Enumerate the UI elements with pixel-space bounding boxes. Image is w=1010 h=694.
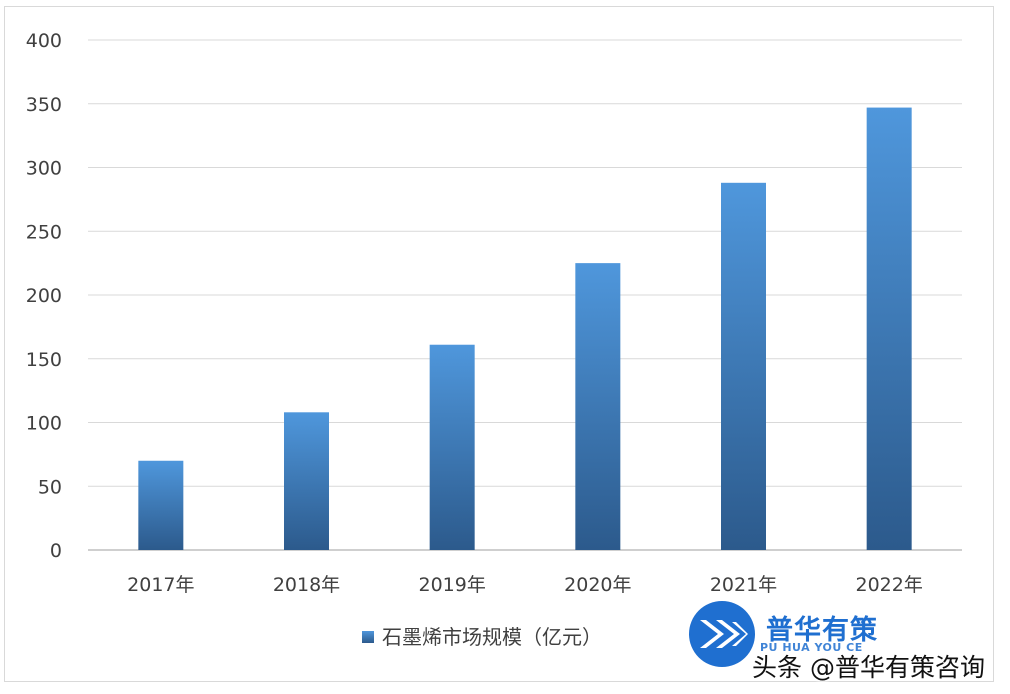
x-tick-label: 2021年: [710, 574, 777, 596]
x-tick-label: 2017年: [127, 574, 194, 596]
legend-swatch: [362, 631, 374, 643]
legend-label: 石墨烯市场规模（亿元）: [382, 625, 602, 649]
bar-2020年: [575, 263, 621, 550]
x-tick-label: 2018年: [273, 574, 340, 596]
logo-subtitle: PU HUA YOU CE: [760, 641, 863, 654]
bar-2018年: [284, 412, 329, 550]
y-tick-label: 50: [38, 476, 62, 498]
bar-2021年: [721, 182, 766, 551]
chart-frame: [4, 6, 994, 682]
bar-2019年: [429, 344, 475, 550]
bar-2022年: [866, 107, 912, 550]
x-tick-label: 2019年: [418, 574, 485, 596]
y-tick-label: 250: [26, 221, 62, 243]
y-tick-label: 100: [26, 413, 62, 435]
y-tick-label: 400: [26, 30, 62, 52]
bar-2017年: [138, 460, 184, 550]
y-tick-label: 0: [50, 540, 62, 562]
puhua-logo: [689, 601, 755, 667]
watermark-text: 头条 @普华有策咨询: [752, 653, 985, 682]
y-tick-label: 200: [26, 285, 62, 307]
y-tick-label: 150: [26, 349, 62, 371]
y-tick-label: 350: [26, 94, 62, 116]
x-tick-label: 2020年: [564, 574, 631, 596]
x-tick-label: 2022年: [855, 574, 922, 596]
legend: 石墨烯市场规模（亿元）: [362, 625, 602, 649]
y-tick-label: 300: [26, 158, 62, 180]
logo-name: 普华有策: [766, 615, 878, 646]
